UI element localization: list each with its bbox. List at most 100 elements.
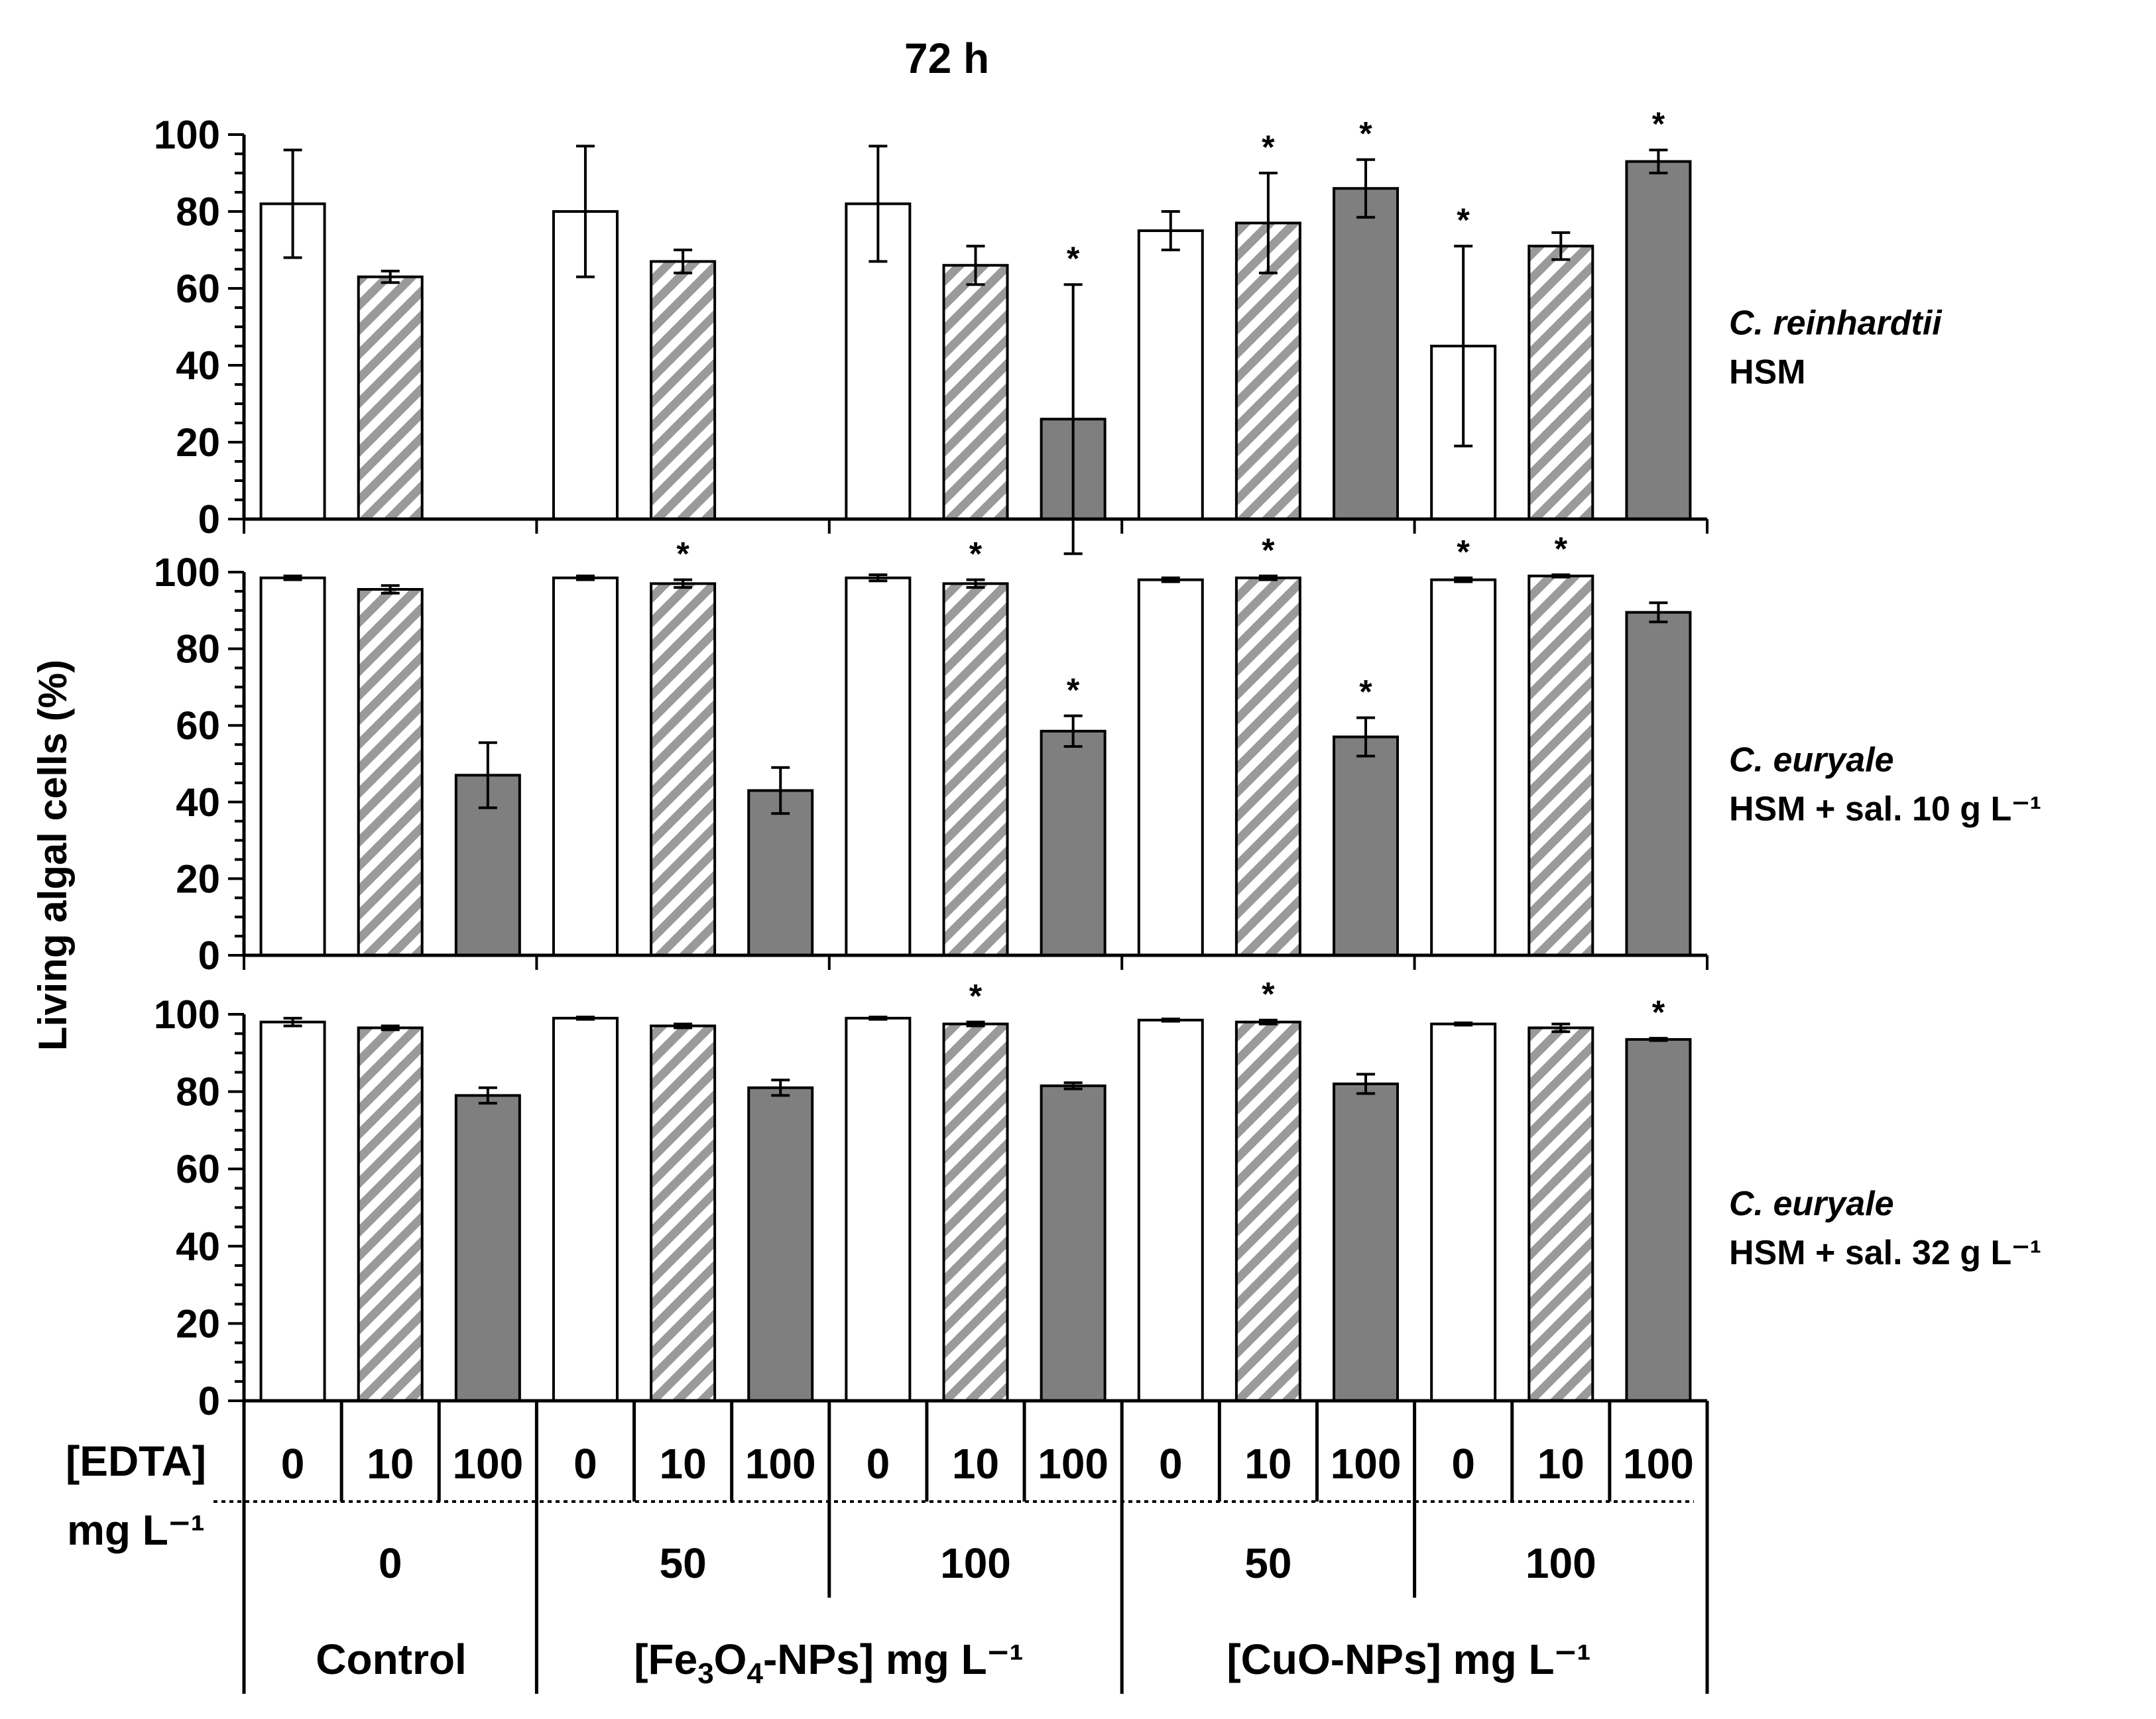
panel-medium: HSM + sal. 32 g L⁻¹ (1729, 1234, 2041, 1272)
error-bar-13 (1454, 1021, 1473, 1027)
treatment-control: Control (316, 1635, 467, 1683)
concentration-label-2: 50 (660, 1539, 707, 1587)
bar-1 (259, 1020, 326, 1403)
bar-14 (1527, 1026, 1594, 1402)
edta-label-6: 100 (745, 1440, 816, 1488)
panel-species: C. reinhardtii (1729, 304, 1943, 343)
error-bar-2 (381, 1024, 400, 1032)
error-bar-14 (1551, 573, 1571, 579)
bar-5 (650, 1024, 717, 1402)
significance-star-13: * (1457, 202, 1470, 239)
error-bar-15 (1649, 148, 1668, 174)
bar-4 (552, 576, 619, 957)
bar-15 (1625, 611, 1692, 957)
error-bar-14 (1551, 1022, 1571, 1034)
edta-label-4: 0 (573, 1440, 597, 1488)
bar-4 (552, 1016, 619, 1402)
edta-label-7: 0 (867, 1440, 890, 1488)
y-tick-label: 100 (154, 113, 220, 157)
error-bar-3 (478, 1086, 497, 1105)
error-bar-12 (1356, 158, 1376, 219)
error-bar-11 (1258, 172, 1278, 274)
bar-10 (1137, 1018, 1204, 1402)
y-tick-label: 80 (176, 627, 220, 672)
y-tick-label: 80 (176, 190, 220, 234)
y-tick-label: 40 (176, 780, 220, 825)
edta-label-3: 100 (452, 1440, 523, 1488)
error-bar-11 (1258, 1018, 1278, 1026)
significance-star-13: * (1457, 534, 1470, 571)
bar-11 (1234, 576, 1301, 957)
fe-post: -NPs] mg L⁻¹ (763, 1635, 1024, 1683)
error-bar-10 (1161, 1017, 1180, 1023)
bar-15 (1625, 160, 1692, 521)
error-bar-10 (1161, 576, 1180, 583)
edta-label-9: 100 (1038, 1440, 1108, 1488)
y-tick-label: 20 (176, 1301, 220, 1346)
significance-star-14: * (1555, 530, 1568, 567)
error-bar-13 (1454, 245, 1473, 447)
panels-layer: 0 20 40 60 80 100 * * * * * C. reinhardtii HSM 0 20 40 6… (154, 105, 2041, 1423)
error-bar-7 (868, 145, 888, 263)
error-bar-11 (1258, 574, 1278, 581)
edta-label-14: 10 (1537, 1440, 1585, 1488)
y-tick-label: 40 (176, 343, 220, 388)
y-tick-label: 80 (176, 1070, 220, 1114)
error-bar-14 (1551, 231, 1571, 261)
bar-12 (1333, 735, 1400, 957)
error-bar-12 (1356, 1073, 1376, 1095)
error-bar-1 (283, 574, 302, 581)
error-bar-8 (966, 245, 985, 286)
bar-9 (1040, 729, 1107, 957)
bar-2 (357, 1026, 424, 1402)
concentration-label-1: 0 (379, 1539, 402, 1587)
error-bar-2 (381, 584, 400, 595)
bar-9 (1040, 1084, 1107, 1402)
error-bar-3 (478, 741, 497, 809)
concentration-label-4: 50 (1244, 1539, 1291, 1587)
panel-2: 0 20 40 60 80 100 * * * * * * * C. euryale HSM + sal. … (154, 530, 2041, 978)
error-bar-2 (381, 269, 400, 284)
edta-label-1: 0 (281, 1440, 305, 1488)
edta-label-15: 100 (1623, 1440, 1694, 1488)
bar-13 (1430, 578, 1497, 957)
treatment-labels: Control [Fe3O4-NPs] mg L⁻¹ [CuO-NPs] mg … (316, 1635, 1590, 1690)
fe-mid: O (714, 1635, 747, 1683)
x-axis-table: [EDTA] mg L⁻¹ 0 10 100 0 10 100 0 10 100 0 10 100 0 1… (66, 1401, 1709, 1694)
bar-12 (1333, 187, 1400, 520)
y-tick-label: 0 (198, 1379, 220, 1423)
fe-sub3: 3 (697, 1657, 713, 1690)
error-bar-5 (674, 249, 693, 274)
edta-label-8: 10 (952, 1440, 999, 1488)
bar-13 (1430, 1022, 1497, 1402)
significance-star-12: * (1359, 674, 1372, 711)
edta-unit-label: mg L⁻¹ (67, 1506, 205, 1554)
panel-3: 0 20 40 60 80 100 * * * C. euryale HSM + sal. 32 g… (154, 976, 2041, 1423)
y-tick-label: 0 (198, 497, 220, 542)
error-bar-4 (575, 1016, 595, 1021)
y-tick-label: 0 (198, 933, 220, 978)
error-bar-5 (674, 1022, 693, 1030)
concentration-label-5: 100 (1526, 1539, 1596, 1587)
significance-star-12: * (1359, 115, 1372, 152)
bar-14 (1527, 574, 1594, 957)
y-tick-label: 60 (176, 267, 220, 311)
panel-species: C. euryale (1729, 741, 1894, 780)
fe-sub4: 4 (747, 1657, 763, 1690)
bar-7 (845, 576, 912, 957)
edta-label-13: 0 (1451, 1440, 1475, 1488)
edta-label-12: 100 (1331, 1440, 1402, 1488)
bar-8 (942, 1022, 1009, 1402)
error-bar-9 (1063, 283, 1083, 556)
error-bar-9 (1063, 714, 1083, 748)
error-bar-1 (283, 148, 302, 259)
bar-6 (747, 789, 814, 957)
error-bar-13 (1454, 576, 1473, 583)
significance-star-11: * (1262, 976, 1275, 1013)
concentration-labels: 0 50 100 50 100 (379, 1539, 1596, 1587)
concentration-label-3: 100 (940, 1539, 1011, 1587)
significance-star-11: * (1262, 129, 1275, 166)
y-tick-label: 100 (154, 550, 220, 595)
bar-2 (357, 588, 424, 957)
bar-6 (747, 1086, 814, 1403)
